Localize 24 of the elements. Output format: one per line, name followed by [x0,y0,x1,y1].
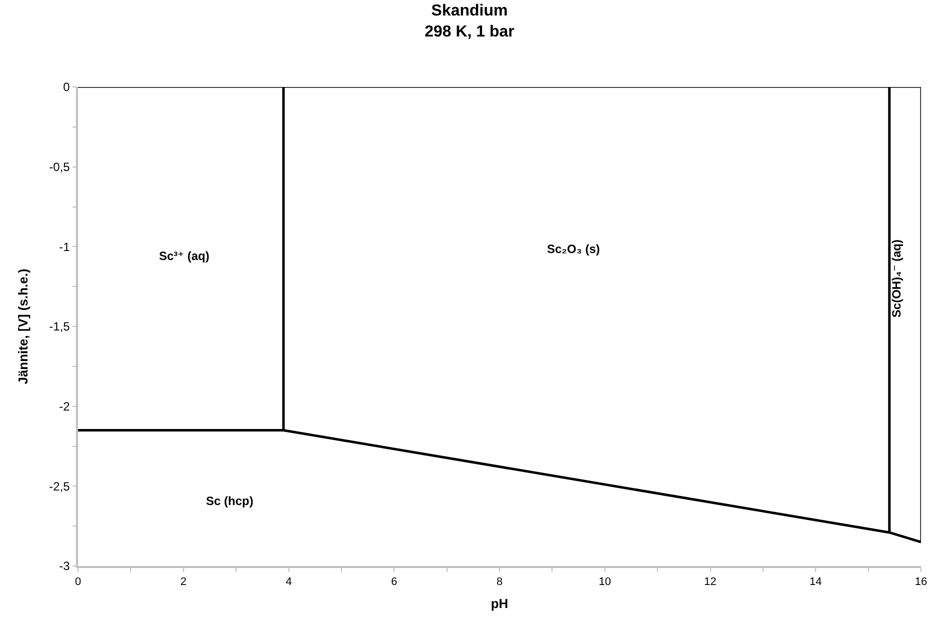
x-tick-label: 12 [704,576,716,588]
y-tick-label: -0,5 [49,160,70,174]
x-tick-label: 4 [286,576,292,588]
y-tick-label: -1,5 [49,320,70,334]
chart-title: Skandium [431,2,508,20]
y-tick-label: -2 [59,400,70,414]
x-tick-label: 6 [391,576,398,588]
x-tick-label: 14 [810,576,822,588]
y-tick-label: -3 [59,559,70,574]
x-tick-label: 16 [914,576,928,588]
annotation: Sc(OH)₄⁻ (aq) [889,240,904,318]
annotation: Sc³⁺ (aq) [159,249,210,263]
annotation: Sc₂O₃ (s) [547,242,600,256]
y-tick-label: 0 [63,80,70,94]
x-tick-label: 2 [180,576,186,588]
x-tick-label: 8 [496,576,503,588]
x-axis-title: pH [490,596,508,612]
x-tick-label: 10 [598,576,612,588]
y-tick-label: -2,5 [49,479,70,494]
chart-subtitle: 298 K, 1 bar [424,23,514,40]
y-axis-title: Jännite, [V] (s.h.e.) [16,268,31,384]
y-tick-label: -1 [59,240,70,254]
x-tick-label: 0 [74,576,82,588]
annotation: Sc (hcp) [206,494,254,508]
